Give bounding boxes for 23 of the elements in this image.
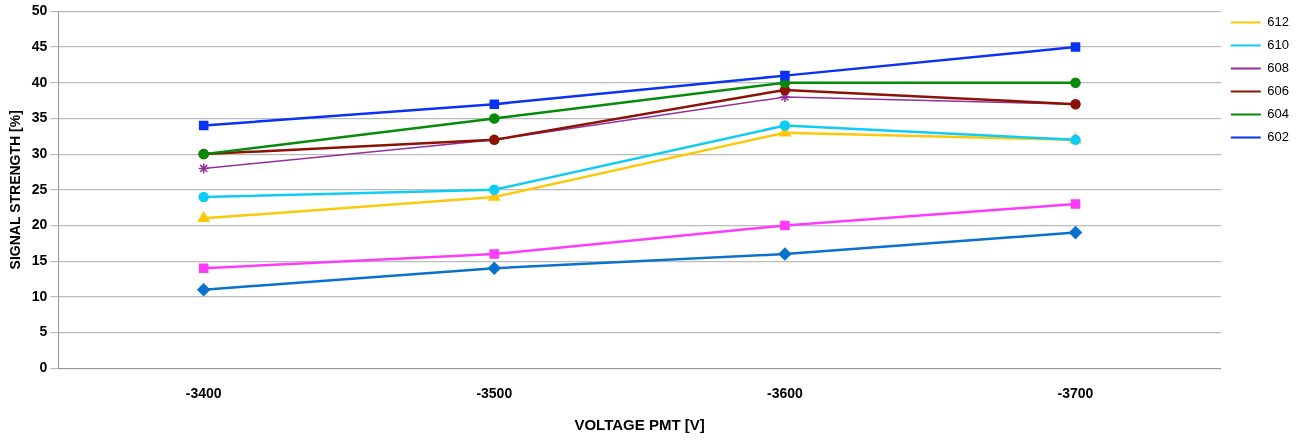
x-tick-label: -3700: [1057, 385, 1094, 402]
legend-label: 606: [1267, 83, 1290, 99]
legend-label: 610: [1267, 37, 1290, 53]
y-tick-label: 45: [31, 37, 48, 54]
legend-label: 604: [1267, 106, 1290, 122]
x-tick-label: -3500: [476, 385, 513, 402]
y-axis-title: SIGNAL STRENGTH [%]: [7, 110, 24, 270]
y-tick-label: 10: [31, 287, 48, 304]
y-tick-label: 40: [31, 73, 48, 90]
legend-label: 608: [1267, 60, 1290, 76]
y-tick-label: 20: [31, 216, 48, 233]
legend-label: 612: [1267, 14, 1290, 30]
y-tick-label: 5: [39, 323, 48, 340]
y-tick-label: 35: [31, 109, 48, 126]
x-tick-label: -3400: [185, 385, 222, 402]
y-tick-label: 50: [31, 2, 48, 19]
x-tick-label: -3600: [766, 385, 804, 402]
y-tick-label: 15: [31, 252, 48, 269]
y-tick-label: 30: [31, 144, 48, 161]
y-tick-label: 0: [39, 359, 48, 376]
y-tick-label: 25: [31, 180, 48, 197]
x-axis-title: VOLTAGE PMT [V]: [574, 416, 705, 434]
legend-label: 602: [1267, 129, 1290, 145]
